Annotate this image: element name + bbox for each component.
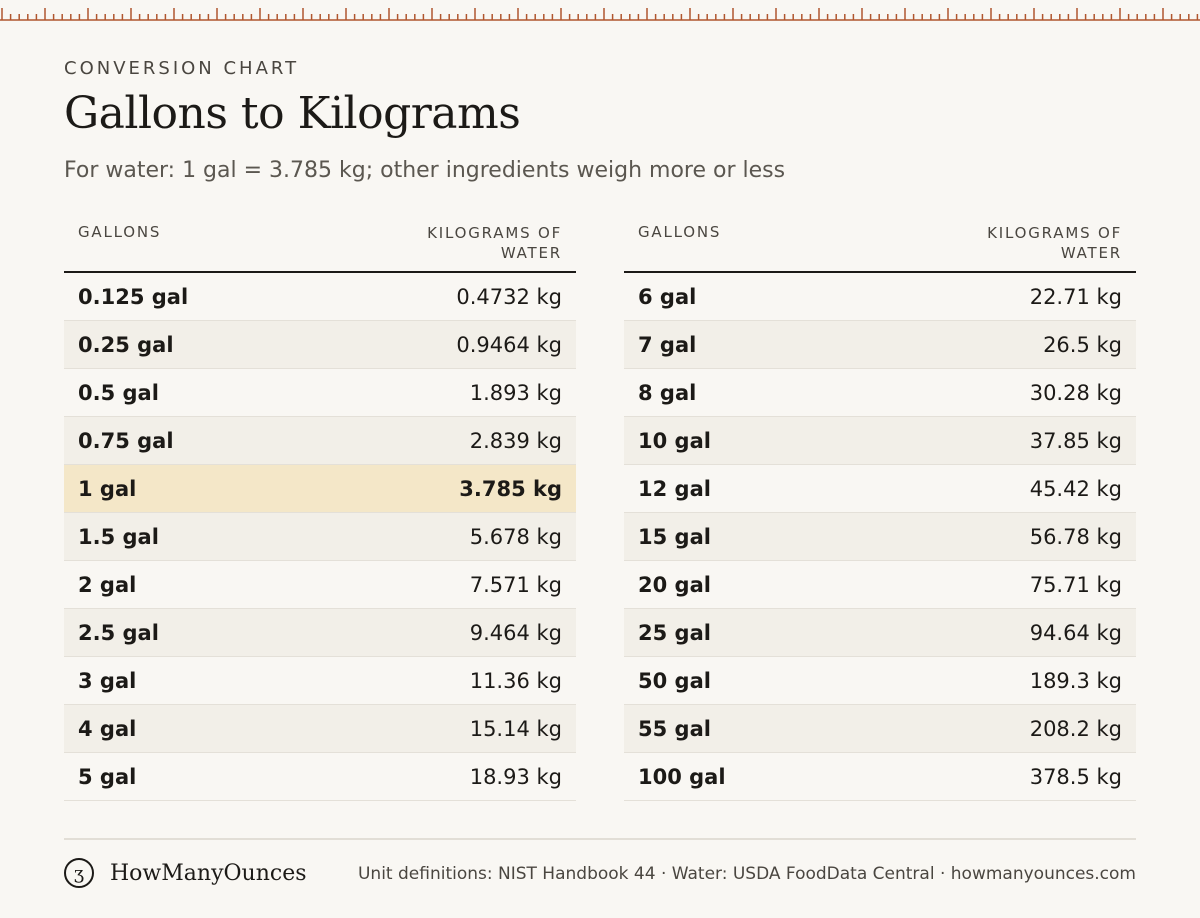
kilograms-cell: 9.464 kg	[469, 620, 562, 645]
table-row: 10 gal 37.85 kg	[624, 417, 1136, 465]
page-subtitle: For water: 1 gal = 3.785 kg; other ingre…	[64, 158, 786, 183]
ruler-decoration	[0, 8, 1200, 21]
gallons-cell: 12 gal	[638, 476, 711, 501]
gallons-cell: 20 gal	[638, 572, 711, 597]
gallons-cell: 6 gal	[638, 284, 697, 309]
gallons-cell: 7 gal	[638, 332, 697, 357]
brand: ʒ HowManyOunces	[64, 858, 307, 888]
header-kilograms-line2: WATER	[500, 244, 562, 262]
kilograms-cell: 94.64 kg	[1029, 620, 1122, 645]
kilograms-cell: 3.785 kg	[459, 476, 562, 501]
gallons-cell: 0.75 gal	[78, 428, 174, 453]
eyebrow-label: CONVERSION CHART	[64, 58, 300, 79]
logo-icon: ʒ	[64, 858, 94, 888]
kilograms-cell: 15.14 kg	[469, 716, 562, 741]
gallons-cell: 55 gal	[638, 716, 711, 741]
table-header: GALLONS KILOGRAMS OF WATER	[64, 216, 576, 273]
table-row: 50 gal 189.3 kg	[624, 657, 1136, 705]
kilograms-cell: 18.93 kg	[469, 764, 562, 789]
conversion-table-left: GALLONS KILOGRAMS OF WATER 0.125 gal 0.47…	[64, 216, 576, 801]
kilograms-cell: 56.78 kg	[1029, 524, 1122, 549]
table-row: 100 gal 378.5 kg	[624, 753, 1136, 801]
table-row: 2 gal 7.571 kg	[64, 561, 576, 609]
conversion-table-right: GALLONS KILOGRAMS OF WATER 6 gal 22.71 kg…	[624, 216, 1136, 801]
table-row: 0.25 gal 0.9464 kg	[64, 321, 576, 369]
table-row: 25 gal 94.64 kg	[624, 609, 1136, 657]
kilograms-cell: 208.2 kg	[1029, 716, 1122, 741]
table-row: 6 gal 22.71 kg	[624, 273, 1136, 321]
table-row: 3 gal 11.36 kg	[64, 657, 576, 705]
table-row: 1 gal 3.785 kg	[64, 465, 576, 513]
table-row: 8 gal 30.28 kg	[624, 369, 1136, 417]
gallons-cell: 50 gal	[638, 668, 711, 693]
kilograms-cell: 0.4732 kg	[456, 284, 562, 309]
table-body-left: 0.125 gal 0.4732 kg 0.25 gal 0.9464 kg 0.5 g…	[64, 273, 576, 801]
table-row: 12 gal 45.42 kg	[624, 465, 1136, 513]
gallons-cell: 1 gal	[78, 476, 137, 501]
source-note: Unit definitions: NIST Handbook 44 · Wat…	[357, 864, 1136, 884]
table-row: 15 gal 56.78 kg	[624, 513, 1136, 561]
table-row: 5 gal 18.93 kg	[64, 753, 576, 801]
kilograms-cell: 378.5 kg	[1029, 764, 1122, 789]
table-row: 20 gal 75.71 kg	[624, 561, 1136, 609]
page-title: Gallons to Kilograms	[64, 88, 521, 139]
header-gallons: GALLONS	[78, 223, 162, 241]
gallons-cell: 25 gal	[638, 620, 711, 645]
kilograms-cell: 189.3 kg	[1029, 668, 1122, 693]
table-row: 0.125 gal 0.4732 kg	[64, 273, 576, 321]
kilograms-cell: 26.5 kg	[1043, 332, 1122, 357]
table-row: 1.5 gal 5.678 kg	[64, 513, 576, 561]
gallons-cell: 2.5 gal	[78, 620, 159, 645]
kilograms-cell: 11.36 kg	[469, 668, 562, 693]
gallons-cell: 5 gal	[78, 764, 137, 789]
table-row: 55 gal 208.2 kg	[624, 705, 1136, 753]
gallons-cell: 10 gal	[638, 428, 711, 453]
kilograms-cell: 0.9464 kg	[456, 332, 562, 357]
kilograms-cell: 1.893 kg	[469, 380, 562, 405]
table-row: 0.75 gal 2.839 kg	[64, 417, 576, 465]
kilograms-cell: 45.42 kg	[1029, 476, 1122, 501]
gallons-cell: 15 gal	[638, 524, 711, 549]
kilograms-cell: 37.85 kg	[1029, 428, 1122, 453]
table-row: 0.5 gal 1.893 kg	[64, 369, 576, 417]
gallons-cell: 8 gal	[638, 380, 697, 405]
kilograms-cell: 2.839 kg	[469, 428, 562, 453]
header-kilograms: KILOGRAMS OF WATER	[987, 223, 1122, 271]
gallons-cell: 1.5 gal	[78, 524, 159, 549]
gallons-cell: 0.25 gal	[78, 332, 174, 357]
kilograms-cell: 30.28 kg	[1029, 380, 1122, 405]
table-row: 2.5 gal 9.464 kg	[64, 609, 576, 657]
footer-divider	[64, 838, 1136, 840]
kilograms-cell: 7.571 kg	[469, 572, 562, 597]
gallons-cell: 2 gal	[78, 572, 137, 597]
table-header: GALLONS KILOGRAMS OF WATER	[624, 216, 1136, 273]
table-row: 7 gal 26.5 kg	[624, 321, 1136, 369]
table-row: 4 gal 15.14 kg	[64, 705, 576, 753]
kilograms-cell: 75.71 kg	[1029, 572, 1122, 597]
gallons-cell: 3 gal	[78, 668, 137, 693]
header-kilograms-line1: KILOGRAMS OF	[427, 224, 562, 242]
gallons-cell: 4 gal	[78, 716, 137, 741]
gallons-cell: 0.5 gal	[78, 380, 159, 405]
kilograms-cell: 22.71 kg	[1029, 284, 1122, 309]
header-kilograms: KILOGRAMS OF WATER	[427, 223, 562, 271]
kilograms-cell: 5.678 kg	[469, 524, 562, 549]
header-kilograms-line2: WATER	[1060, 244, 1122, 262]
gallons-cell: 0.125 gal	[78, 284, 189, 309]
gallons-cell: 100 gal	[638, 764, 726, 789]
table-body-right: 6 gal 22.71 kg 7 gal 26.5 kg 8 gal 30.28 kg 10…	[624, 273, 1136, 801]
brand-name: HowManyOunces	[110, 860, 307, 886]
header-kilograms-line1: KILOGRAMS OF	[987, 224, 1122, 242]
header-gallons: GALLONS	[638, 223, 722, 241]
